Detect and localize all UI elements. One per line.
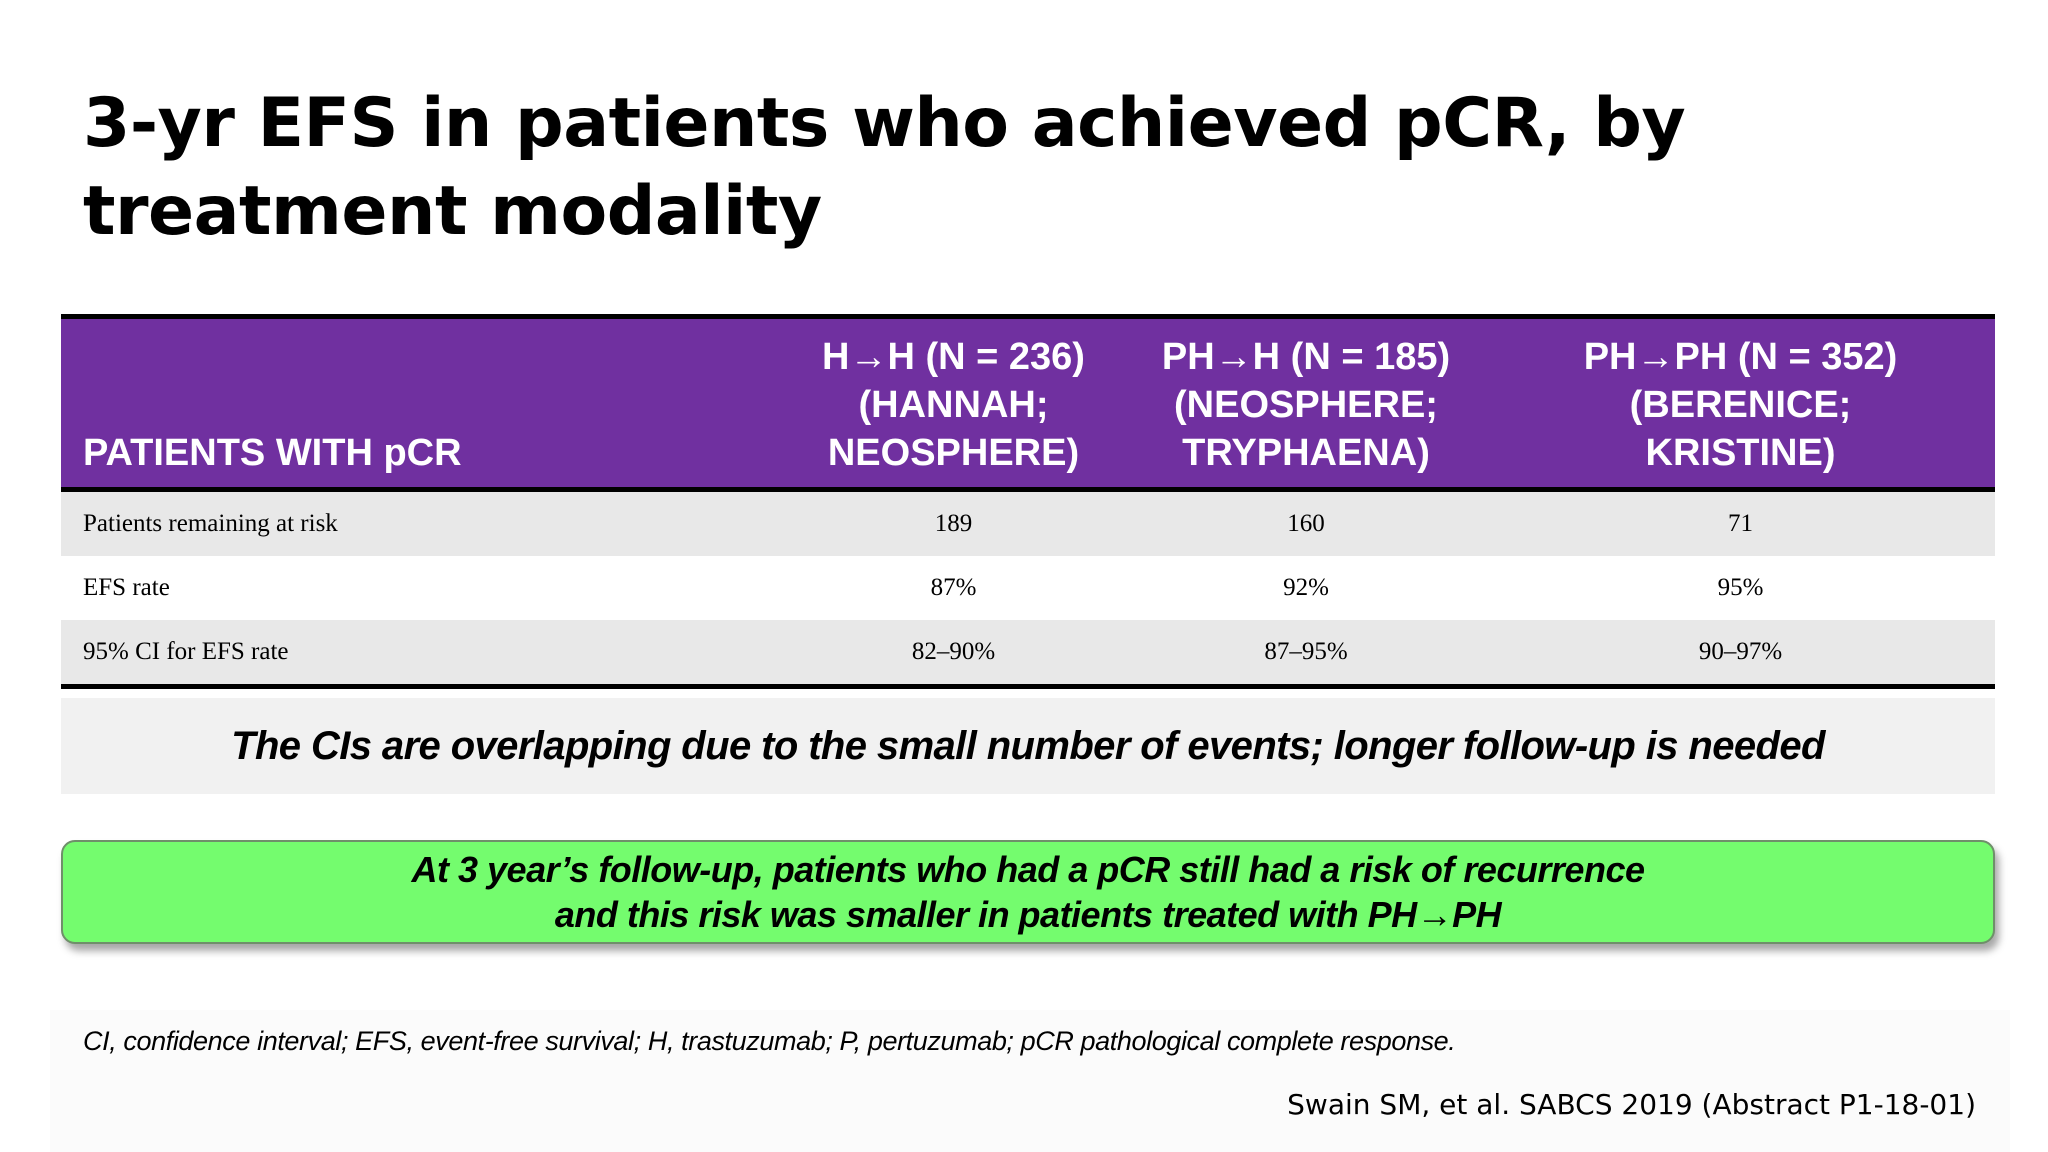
header-ph-h-line1: PH→H (N = 185) (1161, 336, 1451, 378)
cell-value: 82–90% (911, 638, 996, 665)
ci-note: The CIs are overlapping due to the small… (61, 698, 1995, 794)
cell-value: 87–95% (1264, 638, 1348, 665)
header-h-h-line1: H→H (N = 236) (822, 336, 1085, 378)
abbreviations-footnote: CI, confidence interval; EFS, event-free… (83, 1026, 1456, 1056)
row-label: EFS rate (83, 574, 170, 601)
header-ph-ph-line3: KRISTINE) (1645, 432, 1836, 474)
table-row: EFS rate 87% 92% 95% (61, 556, 1995, 620)
citation: Swain SM, et al. SABCS 2019 (Abstract P1… (1287, 1088, 1976, 1121)
cell-value: 92% (1283, 574, 1329, 601)
header-ph-h: PH→H (N = 185) (NEOSPHERE; TRYPHAENA) (1126, 317, 1486, 490)
header-h-h-line2: (HANNAH; (858, 384, 1049, 426)
table-header-row: PATIENTS WITH pCR H→H (N = 236) (HANNAH;… (61, 316, 1995, 490)
header-h-h-line3: NEOSPHERE) (827, 432, 1080, 474)
callout-line-1: At 3 year’s follow-up, patients who had … (411, 849, 1645, 890)
ci-note-text: The CIs are overlapping due to the small… (231, 723, 1825, 768)
row-label: 95% CI for EFS rate (83, 638, 289, 665)
table-row: 95% CI for EFS rate 82–90% 87–95% 90–97% (61, 620, 1995, 687)
cell-value: 71 (1728, 510, 1753, 537)
cell-value: 95% (1717, 574, 1764, 601)
cell-value: 189 (934, 510, 973, 537)
callout-line-2: and this risk was smaller in patients tr… (554, 894, 1502, 935)
header-ph-ph-line1: PH→PH (N = 352) (1583, 336, 1898, 378)
bottom-band (50, 1010, 2010, 1152)
cell-value: 87% (930, 574, 977, 601)
header-ph-h-line3: TRYPHAENA) (1182, 432, 1430, 474)
header-ph-h-line2: (NEOSPHERE; (1174, 384, 1438, 426)
header-h-h: H→H (N = 236) (HANNAH; NEOSPHERE) (781, 317, 1126, 490)
cell-value: 160 (1287, 510, 1325, 537)
row-label: Patients remaining at risk (83, 510, 338, 537)
efs-table: PATIENTS WITH pCR H→H (N = 236) (HANNAH;… (61, 314, 1995, 689)
slide-title: 3-yr EFS in patients who achieved pCR, b… (83, 84, 1686, 251)
conclusion-callout: At 3 year’s follow-up, patients who had … (61, 840, 1995, 944)
header-patients-with-pcr: PATIENTS WITH pCR (83, 432, 462, 474)
header-ph-ph-line2: (BERENICE; (1629, 384, 1852, 426)
results-table: PATIENTS WITH pCR H→H (N = 236) (HANNAH;… (61, 314, 1995, 689)
header-ph-ph: PH→PH (N = 352) (BERENICE; KRISTINE) (1486, 317, 1995, 490)
table-row: Patients remaining at risk 189 160 71 (61, 489, 1995, 556)
cell-value: 90–97% (1698, 638, 1783, 665)
